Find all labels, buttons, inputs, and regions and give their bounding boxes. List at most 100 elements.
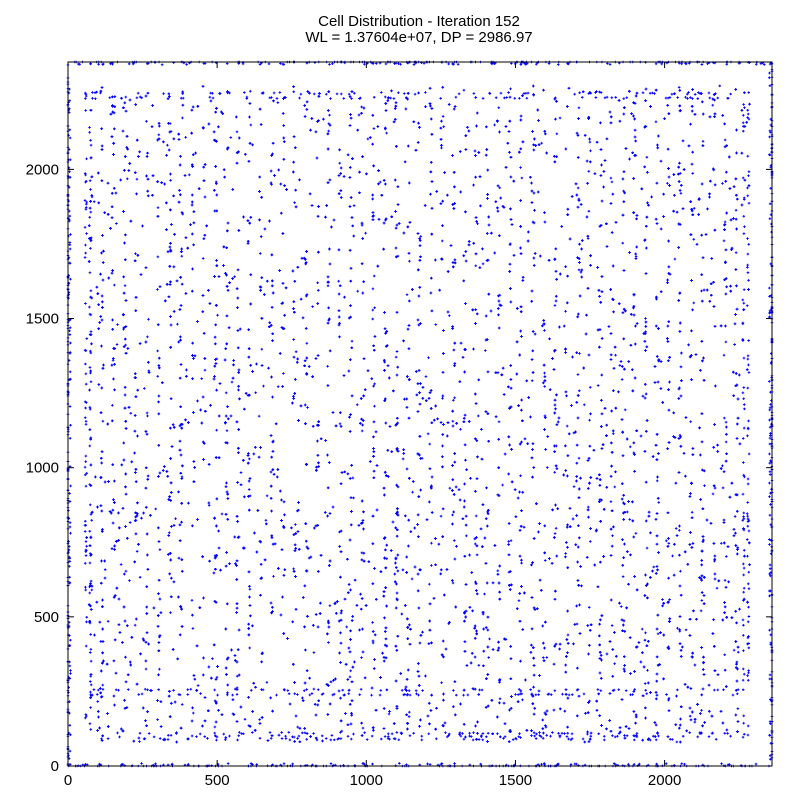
data-point (258, 175, 262, 179)
data-point (294, 378, 297, 381)
data-point (734, 251, 738, 254)
data-point (451, 513, 454, 517)
data-point (349, 722, 353, 726)
data-point (156, 255, 160, 259)
data-point (249, 363, 252, 367)
data-point (435, 190, 439, 193)
data-point (500, 373, 504, 377)
data-point (96, 700, 100, 703)
data-point (301, 696, 304, 700)
data-point (690, 511, 694, 514)
data-point (498, 130, 501, 134)
data-point (646, 669, 649, 672)
data-point (620, 497, 624, 501)
data-point (150, 125, 154, 128)
data-point (724, 440, 728, 444)
data-point (688, 714, 692, 718)
data-point (733, 343, 736, 346)
data-point (407, 251, 411, 255)
data-point (628, 518, 632, 521)
data-point (114, 671, 118, 675)
data-point (588, 644, 591, 647)
data-point (100, 251, 103, 255)
data-point (357, 524, 361, 527)
data-point (129, 411, 133, 415)
data-point (577, 312, 580, 316)
data-point (732, 648, 736, 652)
data-point (553, 403, 557, 407)
data-point (684, 628, 688, 632)
data-point (725, 452, 728, 456)
data-point (475, 439, 479, 443)
data-point (463, 413, 467, 417)
data-point (156, 374, 160, 378)
data-point (723, 220, 727, 224)
data-point (538, 674, 541, 677)
data-point (360, 105, 363, 109)
data-point (451, 424, 455, 428)
data-point (586, 234, 590, 238)
data-point (617, 390, 620, 394)
data-point (448, 486, 452, 490)
data-point (631, 151, 634, 155)
data-point (579, 203, 583, 206)
data-point (649, 531, 652, 535)
data-point (645, 246, 648, 250)
data-point (700, 440, 704, 444)
data-point (270, 305, 274, 309)
data-point (123, 385, 127, 389)
data-point (192, 711, 195, 715)
data-point (453, 396, 456, 400)
data-point (738, 442, 742, 446)
data-point (679, 717, 682, 721)
data-point (678, 642, 682, 645)
data-point (337, 315, 341, 319)
data-point (573, 623, 577, 626)
data-point (634, 342, 637, 346)
data-point (586, 459, 590, 462)
data-point (144, 640, 148, 644)
data-point (453, 539, 456, 542)
data-point (734, 208, 738, 212)
data-point (723, 138, 727, 142)
data-point (595, 140, 599, 144)
data-point (468, 553, 471, 557)
data-point (531, 442, 535, 445)
data-point (319, 601, 322, 605)
data-point (332, 679, 335, 682)
data-point (113, 363, 116, 366)
data-point (619, 605, 623, 608)
data-point (520, 176, 524, 180)
data-point (342, 175, 346, 178)
data-point (276, 385, 280, 388)
data-point (134, 309, 138, 312)
data-point (88, 206, 92, 210)
data-point (215, 209, 219, 213)
data-point (418, 725, 421, 728)
data-point (359, 422, 362, 425)
data-point (634, 139, 637, 143)
data-point (598, 90, 601, 94)
data-point (337, 248, 341, 252)
data-point (366, 369, 370, 372)
data-points (66, 60, 774, 768)
data-point (158, 667, 161, 671)
data-point (587, 740, 591, 743)
data-point (588, 140, 592, 144)
data-point (430, 564, 433, 567)
data-point (531, 349, 535, 353)
data-point (668, 617, 672, 620)
data-point (599, 174, 603, 177)
data-point (208, 559, 211, 563)
data-point (373, 382, 376, 386)
data-point (700, 182, 704, 186)
data-point (564, 555, 567, 559)
data-point (311, 305, 314, 308)
data-point (326, 284, 330, 288)
data-point (474, 264, 478, 268)
data-point (578, 352, 581, 355)
data-point (612, 432, 615, 436)
data-point (712, 446, 715, 449)
data-point (689, 492, 692, 495)
data-point (596, 384, 600, 387)
